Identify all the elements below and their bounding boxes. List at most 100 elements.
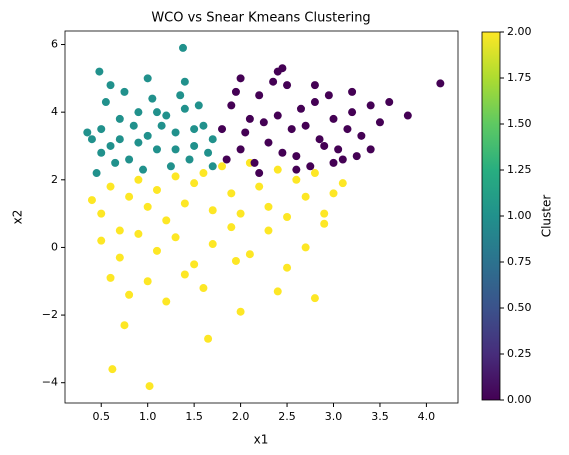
point [162, 111, 171, 120]
point [310, 98, 319, 107]
colorbar-tick-label: 0.00 [507, 393, 532, 406]
point [162, 297, 171, 306]
point [97, 148, 106, 157]
point [310, 294, 319, 303]
plot-frame [64, 30, 459, 404]
point [269, 77, 278, 86]
x-tick-label: 3.0 [325, 410, 343, 423]
point [120, 87, 129, 96]
point [324, 91, 333, 100]
point [166, 162, 175, 171]
point [273, 287, 282, 296]
point [264, 138, 273, 147]
point [292, 165, 301, 174]
point [108, 365, 117, 374]
point [115, 114, 124, 123]
point [125, 290, 134, 299]
point [241, 128, 250, 137]
x-axis-label: x1 [254, 433, 269, 447]
point [120, 321, 129, 330]
point [227, 101, 236, 110]
y-tick-label: 4 [51, 105, 58, 118]
colorbar [481, 31, 501, 401]
point [185, 155, 194, 164]
point [171, 128, 180, 137]
point [255, 169, 264, 178]
colorbar-tick-label: 0.50 [507, 301, 532, 314]
point [283, 213, 292, 221]
point [97, 236, 106, 245]
point [236, 74, 245, 83]
point [231, 256, 240, 265]
point [111, 158, 120, 167]
point [292, 175, 301, 184]
point [199, 121, 208, 130]
point [320, 209, 329, 218]
point [255, 91, 264, 100]
point [273, 111, 282, 120]
point [208, 162, 217, 171]
point [306, 162, 315, 171]
point [245, 114, 254, 123]
y-tick-label: 0 [51, 240, 58, 253]
point [208, 206, 217, 215]
point [301, 121, 310, 130]
point [236, 209, 245, 218]
point [134, 229, 143, 238]
point [194, 101, 203, 110]
point [343, 125, 352, 134]
point [152, 246, 161, 255]
point [115, 135, 124, 144]
point [129, 121, 138, 130]
point [259, 118, 268, 127]
point [152, 185, 161, 194]
point [199, 284, 208, 293]
point [134, 175, 143, 184]
point [101, 98, 110, 107]
x-tick-label: 1.0 [139, 410, 157, 423]
point [97, 125, 106, 134]
point [83, 128, 92, 137]
point [152, 145, 161, 154]
point [115, 226, 124, 235]
colorbar-label: Cluster [540, 195, 554, 238]
point [357, 131, 366, 140]
point [87, 135, 96, 144]
y-tick-label: −4 [42, 376, 58, 389]
point [329, 189, 338, 198]
point [278, 148, 287, 157]
point [255, 182, 264, 191]
point [180, 104, 189, 113]
point [152, 108, 161, 117]
point [227, 189, 236, 198]
y-tick-label: 6 [51, 38, 58, 51]
point [162, 216, 171, 225]
point [106, 141, 115, 150]
y-axis-label: x2 [11, 210, 25, 225]
point [143, 277, 152, 286]
point [338, 155, 347, 164]
point [204, 148, 213, 157]
point [190, 125, 199, 134]
point [329, 114, 338, 123]
point [178, 43, 187, 52]
point [352, 152, 361, 161]
point [157, 121, 166, 130]
point [264, 202, 273, 211]
point [176, 91, 185, 100]
colorbar-tick-label: 1.00 [507, 209, 532, 222]
chart-title: WCO vs Snear Kmeans Clustering [151, 11, 370, 26]
point [180, 270, 189, 279]
point [125, 192, 134, 201]
point [264, 226, 273, 235]
x-tick-label: 4.0 [418, 410, 436, 423]
point [97, 209, 106, 218]
point [190, 179, 199, 188]
point [348, 108, 357, 117]
x-tick-label: 3.5 [371, 410, 389, 423]
point [143, 131, 152, 140]
point [287, 125, 296, 134]
x-tick-label: 2.5 [278, 410, 296, 423]
colorbar-tick-label: 1.25 [507, 163, 532, 176]
